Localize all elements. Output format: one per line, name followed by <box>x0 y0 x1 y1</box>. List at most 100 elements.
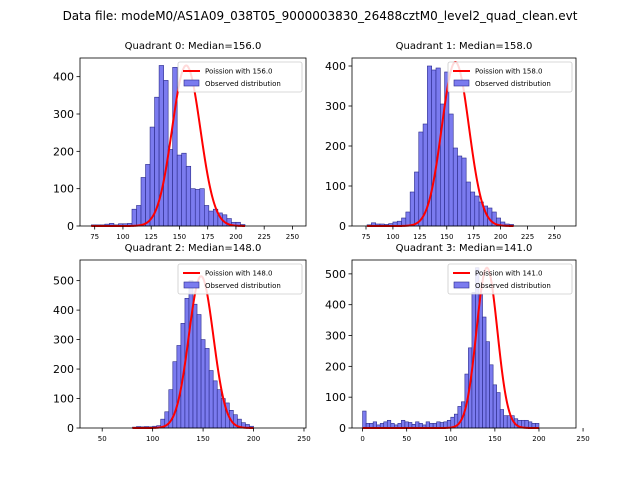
histogram-bar <box>200 339 206 429</box>
x-tick-label: 75 <box>362 233 371 241</box>
legend-curve-label: Poission with 156.0 <box>205 68 273 76</box>
y-tick-label: 300 <box>53 108 74 121</box>
y-tick-label: 0 <box>67 220 74 233</box>
y-tick-label: 300 <box>325 100 346 113</box>
x-tick-label: 250 <box>286 233 299 241</box>
y-tick-label: 300 <box>325 330 346 343</box>
x-tick-label: 150 <box>488 435 501 443</box>
histogram-bar <box>405 211 411 227</box>
x-tick-label: 150 <box>173 233 186 241</box>
y-tick-label: 500 <box>53 275 74 288</box>
y-tick-label: 100 <box>53 393 74 406</box>
y-tick-label: 100 <box>325 391 346 404</box>
x-tick-label: 225 <box>258 233 271 241</box>
histogram-bar <box>136 205 142 227</box>
chart-title: Quadrant 0: Median=156.0 <box>125 41 262 52</box>
histogram-bar <box>216 389 222 429</box>
axes-frame <box>79 259 307 429</box>
x-tick-label: 150 <box>196 435 209 443</box>
histogram-bar <box>482 316 487 429</box>
histogram-bar <box>131 208 137 227</box>
x-tick-label: 50 <box>98 435 107 443</box>
histogram-bar <box>204 205 210 227</box>
legend-bar-label: Observed distribution <box>475 282 551 290</box>
legend-bar-label: Observed distribution <box>205 80 281 88</box>
histogram-bar <box>208 370 214 429</box>
legend-bar-swatch <box>183 79 200 87</box>
histogram-bar <box>465 181 471 227</box>
x-tick-label: 150 <box>440 233 453 241</box>
histogram-bar <box>145 164 151 227</box>
histogram-bar <box>461 157 467 227</box>
histogram-bar <box>452 147 458 227</box>
quadrant-1-chart: Quadrant 1: Median=158.0 75 100 125 150 175 20… <box>325 41 577 241</box>
histogram-bar <box>212 380 218 429</box>
histogram-bar <box>470 191 476 227</box>
histogram-bar <box>176 154 182 227</box>
histogram-bar <box>194 189 201 227</box>
histogram-bar <box>190 188 196 227</box>
histogram-bar <box>204 348 210 429</box>
histogram-bar <box>448 113 454 227</box>
histogram-bar <box>149 126 155 227</box>
histogram-bar <box>496 392 501 429</box>
histogram-bar <box>409 191 415 227</box>
x-tick-label: 200 <box>247 435 260 443</box>
histogram-bar <box>196 314 202 429</box>
chart-title: Quadrant 3: Median=141.0 <box>396 243 533 254</box>
histogram-bar <box>457 155 463 227</box>
legend: Poission with 141.0 Observed distribution <box>447 263 573 295</box>
y-tick-label: 100 <box>53 183 74 196</box>
quadrant-0-chart: Quadrant 0: Median=156.0 75 100 125 150 175 20… <box>53 41 307 241</box>
histogram-bar <box>185 165 192 227</box>
y-tick-label: 200 <box>325 360 346 373</box>
x-tick-label: 50 <box>402 435 411 443</box>
axes-frame <box>351 57 577 227</box>
histogram-bar <box>418 131 424 227</box>
histogram-bar <box>158 65 164 227</box>
histogram-bar <box>401 419 406 429</box>
legend: Poission with 148.0 Observed distribution <box>177 263 303 295</box>
x-tick-label: 225 <box>521 233 534 241</box>
histogram-bar <box>199 188 205 227</box>
legend-bar-swatch <box>453 79 470 87</box>
y-tick-label: 0 <box>339 422 346 435</box>
histogram-bar <box>401 217 407 227</box>
x-tick-label: 200 <box>494 233 507 241</box>
histogram-bar <box>386 419 392 429</box>
axes-frame <box>79 57 307 227</box>
x-tick-label: 100 <box>146 435 159 443</box>
x-tick-label: 250 <box>297 435 310 443</box>
histogram-bar <box>474 195 480 227</box>
y-tick-label: 400 <box>325 60 346 73</box>
histogram-bar <box>506 415 512 429</box>
x-tick-label: 100 <box>444 435 457 443</box>
y-tick-label: 0 <box>339 220 346 233</box>
legend-box <box>177 61 303 93</box>
y-tick-label: 400 <box>325 299 346 312</box>
histogram-bar <box>489 364 494 429</box>
legend-curve-label: Poission with 158.0 <box>475 68 543 76</box>
x-tick-label: 125 <box>145 233 158 241</box>
y-tick-label: 400 <box>53 71 74 84</box>
x-tick-label: 175 <box>467 233 480 241</box>
histogram-bar <box>172 67 178 227</box>
chart-title: Quadrant 2: Median=148.0 <box>125 243 262 254</box>
x-tick-label: 100 <box>386 233 399 241</box>
histogram-bar <box>192 303 198 429</box>
legend-curve-label: Poission with 148.0 <box>205 270 273 278</box>
x-tick-label: 100 <box>116 233 129 241</box>
histogram-bar <box>188 280 194 429</box>
x-tick-label: 75 <box>90 233 99 241</box>
x-tick-label: 125 <box>413 233 426 241</box>
legend: Poission with 158.0 Observed distribution <box>447 61 573 93</box>
x-tick-label: 250 <box>576 435 589 443</box>
y-tick-label: 500 <box>325 268 346 281</box>
histogram-bar <box>431 69 437 227</box>
legend-box <box>447 263 573 295</box>
legend-bar-swatch <box>453 281 470 289</box>
histogram-bar <box>181 152 187 227</box>
x-tick-label: 250 <box>548 233 561 241</box>
histogram-bar <box>478 293 483 429</box>
